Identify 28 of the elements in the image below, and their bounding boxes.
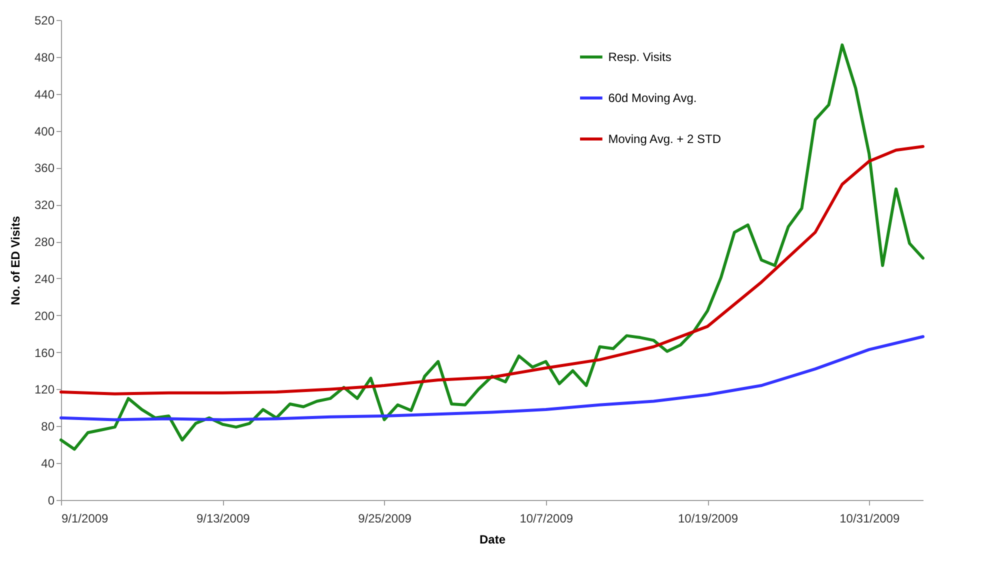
y-tick-label: 0 xyxy=(48,494,55,508)
y-tick-label: 320 xyxy=(34,198,55,212)
y-tick-label: 240 xyxy=(34,272,55,286)
x-axis-title: Date xyxy=(479,532,506,546)
x-tick-label: 10/7/2009 xyxy=(520,512,574,526)
y-tick-label: 200 xyxy=(34,308,55,323)
legend-label: Moving Avg. + 2 STD xyxy=(608,132,722,146)
x-tick-label: 9/25/2009 xyxy=(358,512,412,526)
x-tick-label: 9/13/2009 xyxy=(196,512,250,526)
y-tick-label: 400 xyxy=(34,124,55,138)
y-tick-label: 360 xyxy=(34,161,55,176)
y-tick-label: 480 xyxy=(34,50,55,64)
y-tick-label: 520 xyxy=(34,14,55,28)
y-tick-label: 280 xyxy=(34,235,55,250)
x-tick-label: 9/1/2009 xyxy=(62,512,109,526)
y-tick-label: 40 xyxy=(41,456,55,471)
y-tick-label: 120 xyxy=(34,382,55,397)
legend-label: 60d Moving Avg. xyxy=(608,91,697,105)
legend-label: Resp. Visits xyxy=(608,50,672,64)
x-tick-label: 10/31/2009 xyxy=(840,512,900,526)
line-series xyxy=(60,335,924,422)
line-series xyxy=(60,144,924,396)
y-tick-label: 440 xyxy=(34,87,55,102)
y-axis-title: No. of ED Visits xyxy=(8,216,22,306)
x-tick-label: 10/19/2009 xyxy=(678,512,738,526)
line-series xyxy=(60,43,924,451)
y-tick-label: 160 xyxy=(34,346,55,360)
y-tick-label: 80 xyxy=(41,420,55,434)
